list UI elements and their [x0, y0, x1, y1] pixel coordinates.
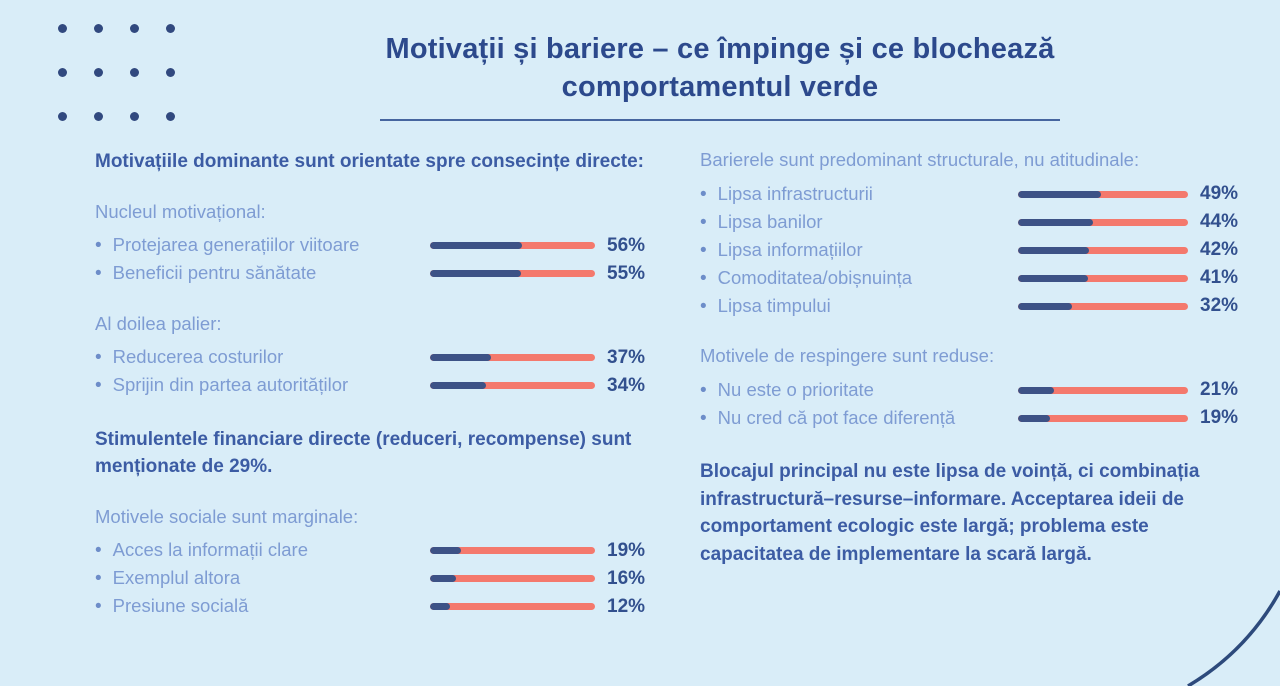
bar-row: Reducerea costurilor 37% [95, 344, 647, 372]
bar-value: 32% [1200, 295, 1239, 317]
bar-fill [1018, 274, 1088, 282]
bar-value: 42% [1200, 239, 1239, 261]
bar-value: 19% [607, 539, 646, 561]
bar-fill [430, 242, 523, 250]
bar-value: 16% [607, 567, 646, 589]
bar-label: Reducerea costurilor [95, 346, 430, 369]
bar-row: Lipsa infrastructurii 49% [700, 180, 1252, 208]
bar-group-bariere: Lipsa infrastructurii 49% Lipsa banilor … [700, 180, 1252, 320]
bar-label: Lipsa banilor [700, 211, 1018, 234]
bar-value: 55% [607, 262, 646, 284]
bar-value: 44% [1200, 211, 1239, 233]
section-heading-respingere: Motivele de respingere sunt reduse: [700, 345, 995, 367]
bar [1018, 302, 1188, 310]
motivations-intro: Motivațiile dominante sunt orientate spr… [95, 151, 645, 172]
bar-label: Protejarea generațiilor viitoare [95, 234, 430, 257]
bar-fill [1018, 302, 1073, 310]
barriers-intro: Barierele sunt predominant structurale, … [700, 149, 1140, 170]
decorative-dot-grid [58, 24, 175, 121]
bar-value: 19% [1200, 407, 1239, 429]
barriers-column: Barierele sunt predominant structurale, … [700, 148, 1252, 568]
bar-value: 56% [607, 234, 646, 256]
bar [1018, 246, 1188, 254]
bar-fill [430, 575, 457, 583]
bar-label: Sprijin din partea autorităților [95, 374, 430, 397]
bar-fill [430, 354, 492, 362]
bar-label: Beneficii pentru sănătate [95, 262, 430, 285]
bar-fill [1018, 190, 1102, 198]
bar-fill [430, 270, 521, 278]
bar-label: Presiune socială [95, 595, 430, 618]
decorative-corner-arc [1187, 590, 1280, 686]
bar-value: 34% [607, 374, 646, 396]
bar-group-sociale: Acces la informații clare 19% Exemplul a… [95, 537, 647, 621]
bar-row: Nu este o prioritate 21% [700, 376, 1252, 404]
bar-value: 12% [607, 595, 646, 617]
section-heading-palier: Al doilea palier: [95, 312, 222, 334]
main-blocker-note: Blocajul principal nu este lipsa de voin… [700, 461, 1200, 565]
bar-value: 37% [607, 346, 646, 368]
bar-row: Nu cred că pot face diferență 19% [700, 404, 1252, 432]
bar-row: Protejarea generațiilor viitoare 56% [95, 232, 647, 260]
bar-row: Sprijin din partea autorităților 34% [95, 372, 647, 400]
bar-value: 41% [1200, 267, 1239, 289]
bar-row: Presiune socială 12% [95, 593, 647, 621]
bar-value: 49% [1200, 183, 1239, 205]
bar-label: Lipsa infrastructurii [700, 183, 1018, 206]
bar-row: Lipsa informațiilor 42% [700, 236, 1252, 264]
bar-fill [430, 382, 487, 390]
motivations-column: Motivațiile dominante sunt orientate spr… [95, 148, 647, 621]
bar-fill [430, 547, 462, 555]
bar-group-palier: Reducerea costurilor 37% Sprijin din par… [95, 344, 647, 400]
financial-incentives-note: Stimulentele financiare directe (reducer… [95, 428, 632, 478]
bar-label: Lipsa timpului [700, 295, 1018, 318]
bar-group-nucleul: Protejarea generațiilor viitoare 56% Ben… [95, 232, 647, 288]
bar-group-respingere: Nu este o prioritate 21% Nu cred că pot … [700, 376, 1252, 432]
bar [1018, 218, 1188, 226]
bar-row: Lipsa timpului 32% [700, 292, 1252, 320]
bar [430, 575, 595, 583]
bar-fill [1018, 246, 1090, 254]
bar-row: Lipsa banilor 44% [700, 208, 1252, 236]
bar-value: 21% [1200, 379, 1239, 401]
bar-row: Beneficii pentru sănătate 55% [95, 260, 647, 288]
bar-fill [430, 603, 450, 611]
section-heading-sociale: Motivele sociale sunt marginale: [95, 505, 359, 527]
bar [430, 547, 595, 555]
bar [430, 354, 595, 362]
bar [1018, 414, 1188, 422]
section-heading-nucleul: Nucleul motivațional: [95, 200, 266, 222]
bar-label: Comoditatea/obișnuința [700, 267, 1018, 290]
bar-label: Nu cred că pot face diferență [700, 407, 1018, 430]
page-title: Motivații și bariere – ce împinge și ce … [385, 33, 1055, 104]
bar [1018, 274, 1188, 282]
bar-label: Acces la informații clare [95, 539, 430, 562]
bar [430, 603, 595, 611]
bar-fill [1018, 414, 1051, 422]
bar [430, 270, 595, 278]
bar-row: Exemplul altora 16% [95, 565, 647, 593]
bar-label: Nu este o prioritate [700, 379, 1018, 402]
bar-label: Lipsa informațiilor [700, 239, 1018, 262]
bar-fill [1018, 218, 1093, 226]
bar-fill [1018, 386, 1054, 394]
bar [1018, 386, 1188, 394]
bar-row: Comoditatea/obișnuința 41% [700, 264, 1252, 292]
title-underline [380, 118, 1060, 121]
bar [430, 382, 595, 390]
bar-row: Acces la informații clare 19% [95, 537, 647, 565]
bar [1018, 190, 1188, 198]
bar-label: Exemplul altora [95, 567, 430, 590]
bar [430, 242, 595, 250]
slide-title-block: Motivații și bariere – ce împinge și ce … [160, 30, 1280, 121]
